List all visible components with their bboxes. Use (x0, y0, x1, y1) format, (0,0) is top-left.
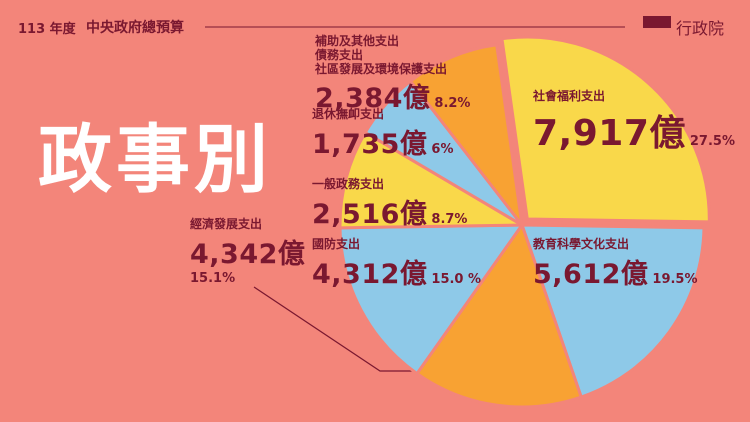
category-name: 教育科學文化支出 (533, 237, 630, 251)
subtitle: 中央政府總預算 (86, 20, 184, 36)
value-label: 4,342億 (190, 238, 306, 270)
year: 113 年度 (18, 22, 76, 37)
value-label: 1,735億 (312, 128, 428, 160)
category-name: 補助及其他支出 債務支出 社區發展及環境保護支出 (315, 34, 448, 76)
category-name: 國防支出 (312, 237, 361, 251)
amount-row: 2,516億 8.7% (312, 192, 467, 231)
pie-slice (338, 223, 525, 376)
amount-row: 5,612億 19.5% (533, 252, 698, 291)
category-name: 一般政務支出 (312, 177, 385, 191)
pie-slice (414, 221, 584, 409)
value-label: 2,384億 (315, 83, 431, 115)
value-label: 2,516億 (312, 198, 428, 230)
slice-label: 經濟發展支出 4,342億 15.1% (190, 217, 305, 286)
value-label: 5,612億 (533, 258, 649, 290)
slice-label: 一般政務支出 2,516億 8.7% (312, 177, 467, 231)
logo-icon (643, 16, 671, 28)
slice-label: 退休撫卹支出 1,735億 6% (312, 107, 453, 161)
pie-slice (408, 43, 525, 231)
percent-label: 6% (431, 141, 454, 157)
percent-label: 27.5% (689, 133, 735, 149)
slice-label: 補助及其他支出 債務支出 社區發展及環境保護支出 2,384億 8.2% (315, 34, 470, 115)
pie-slice (500, 35, 711, 224)
percent-label: 19.5% (652, 271, 698, 287)
slice-label: 國防支出 4,312億 15.0 % (312, 237, 481, 291)
percent-label: 8.2% (434, 96, 471, 112)
percent-label: 15.1% (190, 270, 236, 286)
amount-row: 4,342億 15.1% (190, 232, 305, 286)
percent-label: 8.7% (431, 211, 468, 227)
amount-row: 1,735億 6% (312, 122, 453, 161)
amount-row: 4,312億 15.0 % (312, 252, 481, 291)
amount-row: 7,917億 27.5% (533, 104, 735, 156)
slice-label: 教育科學文化支出 5,612億 19.5% (533, 237, 698, 291)
value-label: 7,917億 (533, 112, 686, 154)
value-label: 4,312億 (312, 258, 428, 290)
slice-label: 社會福利支出 7,917億 27.5% (533, 89, 735, 156)
pie-slice (338, 130, 528, 230)
chart-title: 政事別 (38, 117, 272, 203)
amount-row: 2,384億 8.2% (315, 76, 470, 115)
percent-label: 15.0 % (431, 271, 482, 287)
logo-text: 行政院 (676, 19, 725, 38)
category-name: 社會福利支出 (533, 89, 606, 103)
category-name: 經濟發展支出 (190, 217, 263, 231)
category-name: 退休撫卹支出 (312, 107, 385, 121)
